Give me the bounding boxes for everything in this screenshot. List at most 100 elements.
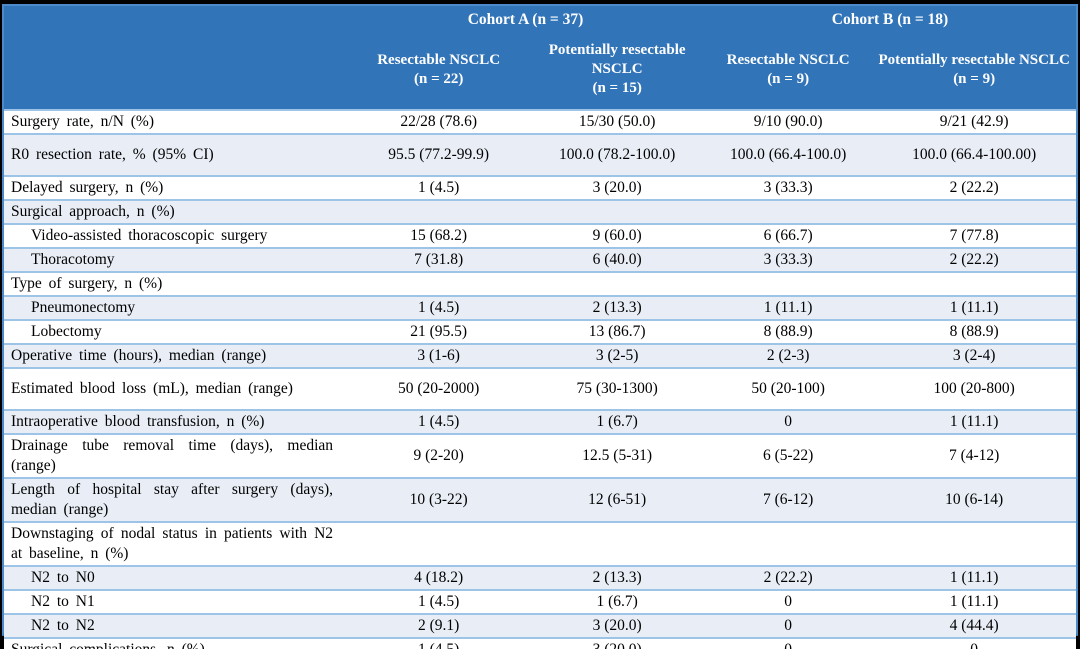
column-header-potentially-resectable-b: Potentially resectable NSCLC (n = 9): [872, 30, 1076, 110]
table-row: Surgical complications, n (%) 1 (4.5) 3 …: [4, 638, 1076, 649]
table-row: Intraoperative blood transfusion, n (%) …: [4, 410, 1076, 434]
cell-value: 1 (6.7): [596, 593, 638, 610]
cell-value: 0: [704, 638, 872, 649]
table-row: Video-assisted thoracoscopic surgery 15 …: [4, 224, 1076, 248]
cohort-header-row: Cohort A (n = 37) Cohort B (n = 18): [4, 6, 1076, 30]
row-label: R0 resection rate, % (95% CI): [11, 146, 214, 163]
cell-value: 3 (2-5): [595, 347, 639, 364]
cell-value: [530, 522, 704, 566]
column-name: Resectable NSCLC: [726, 51, 850, 68]
table-row: Type of surgery, n (%): [4, 272, 1076, 296]
cell-value: 6 (66.7): [763, 227, 813, 244]
table-row: N2 to N1 1 (4.5) 1 (6.7) 0 1 (11.1): [4, 590, 1076, 614]
cell-value: 15/30 (50.0): [578, 113, 656, 130]
cohort-b-header: Cohort B (n = 18): [703, 6, 1076, 30]
cell-value: 100.0 (78.2-100.0): [559, 146, 676, 163]
cell-value: 2 (22.2): [949, 251, 999, 268]
cell-value: 7 (6-12): [762, 491, 814, 508]
cell-value: 1 (11.1): [949, 413, 999, 430]
cell-value: 3 (33.3): [763, 179, 813, 196]
row-label: Intraoperative blood transfusion, n (%): [11, 413, 265, 430]
column-n: (n = 22): [413, 70, 464, 87]
cell-value: 12.5 (5-31): [582, 447, 653, 464]
table-row: N2 to N0 4 (18.2) 2 (13.3) 2 (22.2) 1 (1…: [4, 566, 1076, 590]
surgical-outcomes-table-frame: Cohort A (n = 37) Cohort B (n = 18) Rese…: [2, 4, 1078, 649]
cell-value: 4 (18.2): [414, 569, 464, 586]
cell-value: 1 (11.1): [763, 299, 813, 316]
cell-value: 1 (4.5): [418, 593, 460, 610]
table-row: Delayed surgery, n (%) 1 (4.5) 3 (20.0) …: [4, 176, 1076, 200]
cell-value: 2 (22.2): [763, 569, 813, 586]
cell-value: [872, 522, 1076, 566]
cell-value: 1 (4.5): [418, 179, 460, 196]
cell-value: 22/28 (78.6): [400, 113, 477, 130]
row-label: Video-assisted thoracoscopic surgery: [31, 227, 268, 244]
cell-value: 1 (11.1): [949, 299, 999, 316]
cohort-a-header: Cohort A (n = 37): [347, 6, 704, 30]
cell-value: 6 (5-22): [762, 447, 814, 464]
cell-value: 1 (4.5): [418, 413, 460, 430]
cell-value: 75 (30-1300): [576, 380, 658, 397]
cell-value: 3 (1-6): [417, 347, 460, 364]
row-label: Type of surgery, n (%): [11, 275, 163, 292]
cell-value: 1 (11.1): [949, 569, 999, 586]
table-row: Drainage tube removal time (days), media…: [4, 434, 1076, 478]
table-row: R0 resection rate, % (95% CI) 95.5 (77.2…: [4, 134, 1076, 176]
cell-value: 8 (88.9): [949, 323, 999, 340]
cell-value: 7 (31.8): [414, 251, 464, 268]
table-header: Cohort A (n = 37) Cohort B (n = 18) Rese…: [4, 6, 1076, 110]
cell-value: 9 (2-20): [413, 447, 464, 464]
cell-value: 0: [784, 413, 792, 430]
table-row: Surgical approach, n (%): [4, 200, 1076, 224]
cell-value: 1 (4.5): [347, 638, 530, 649]
cell-value: 50 (20-100): [751, 380, 825, 397]
cell-value: 2 (22.2): [949, 179, 999, 196]
cell-value: 9 (60.0): [592, 227, 642, 244]
column-name: Potentially resectable NSCLC: [878, 51, 1070, 68]
cell-value: 3 (20.0): [592, 617, 642, 634]
row-label: Pneumonectomy: [31, 299, 136, 316]
column-name: Potentially resectable NSCLC: [548, 42, 686, 77]
cell-value: 3 (20.0): [530, 638, 704, 649]
cell-value: 7 (4-12): [948, 447, 1000, 464]
cell-value: 6 (40.0): [592, 251, 642, 268]
row-label: Drainage tube removal time (days), media…: [11, 437, 334, 474]
table-row: Thoracotomy 7 (31.8) 6 (40.0) 3 (33.3) 2…: [4, 248, 1076, 272]
cell-value: 1 (6.7): [596, 413, 638, 430]
cell-value: 100.0 (66.4-100.0): [730, 146, 847, 163]
table-row: Estimated blood loss (mL), median (range…: [4, 368, 1076, 410]
cell-value: [530, 200, 704, 224]
cell-value: 10 (3-22): [409, 491, 468, 508]
cell-value: [872, 272, 1076, 296]
column-n: (n = 9): [953, 70, 996, 87]
cell-value: 100.0 (66.4-100.00): [912, 146, 1037, 163]
cell-value: 2 (13.3): [592, 299, 642, 316]
row-label: Operative time (hours), median (range): [11, 347, 267, 364]
cell-value: 21 (95.5): [410, 323, 468, 340]
row-label: Surgical approach, n (%): [11, 203, 175, 220]
column-header-row: Resectable NSCLC (n = 22) Potentially re…: [4, 30, 1076, 110]
row-label: Surgery rate, n/N (%): [11, 113, 155, 130]
cell-value: 1 (4.5): [418, 299, 460, 316]
table-row: N2 to N2 2 (9.1) 3 (20.0) 0 4 (44.4): [4, 614, 1076, 638]
cell-value: 2 (13.3): [592, 569, 642, 586]
table-row: Length of hospital stay after surgery (d…: [4, 478, 1076, 522]
row-label: Delayed surgery, n (%): [11, 179, 164, 196]
column-name: Resectable NSCLC: [377, 51, 501, 68]
column-header-resectable-b: Resectable NSCLC (n = 9): [703, 30, 873, 110]
cell-value: [704, 272, 872, 296]
cell-value: 0: [784, 617, 792, 634]
cell-value: 50 (20-2000): [397, 380, 480, 397]
cell-value: 13 (86.7): [588, 323, 646, 340]
cell-value: 12 (6-51): [588, 491, 647, 508]
cell-value: [347, 522, 530, 566]
table-row: Surgery rate, n/N (%) 22/28 (78.6) 15/30…: [4, 110, 1076, 134]
cell-value: 100 (20-800): [933, 380, 1015, 397]
row-label: Lobectomy: [31, 323, 102, 340]
cell-value: [347, 200, 530, 224]
cell-value: 9/10 (90.0): [753, 113, 823, 130]
cell-value: 3 (20.0): [592, 179, 642, 196]
cell-value: 1 (11.1): [949, 593, 999, 610]
cell-value: 4 (44.4): [949, 617, 999, 634]
